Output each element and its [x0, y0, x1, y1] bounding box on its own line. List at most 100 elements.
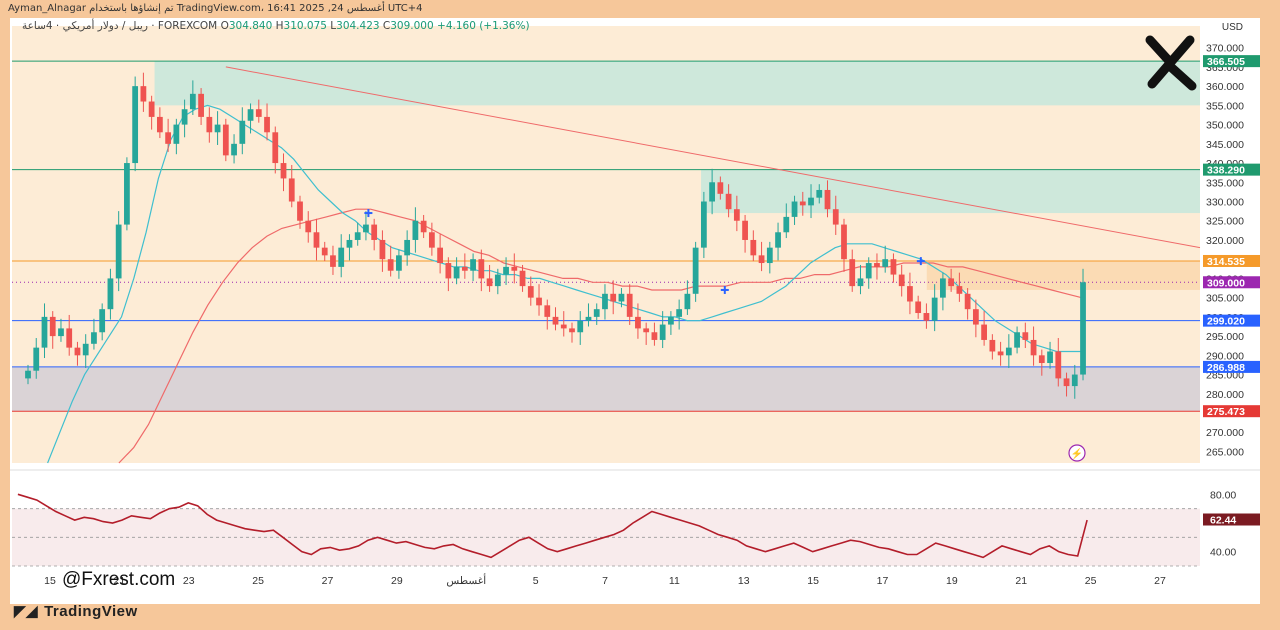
candle-body — [404, 239, 411, 256]
candle-body — [668, 316, 674, 325]
candle-body — [82, 343, 89, 356]
x-tick-label: 27 — [1154, 575, 1166, 587]
candle-body — [882, 259, 889, 267]
candle-body — [1022, 332, 1029, 340]
price-label-text: 299.020 — [1207, 316, 1245, 328]
y-tick-label: 355.000 — [1206, 100, 1244, 112]
candle-body — [536, 297, 542, 306]
candle-body — [148, 101, 155, 117]
candle-body — [725, 193, 732, 210]
candle-body — [626, 293, 633, 317]
candle-body — [676, 309, 683, 317]
candle-body — [387, 259, 394, 271]
candle-body — [247, 109, 254, 121]
candle-body — [948, 278, 955, 287]
candle-body — [25, 370, 31, 379]
candle-body — [816, 189, 823, 198]
candle-body — [255, 109, 262, 117]
x-tick-label: 23 — [183, 575, 195, 587]
candle-body — [931, 297, 938, 321]
candle-body — [560, 324, 567, 329]
candle-body — [354, 232, 361, 240]
candle-body — [181, 109, 188, 125]
y-tick-label: 345.000 — [1206, 139, 1244, 151]
candle-body — [305, 220, 312, 233]
candle-body — [264, 116, 270, 133]
rsi-line — [17, 493, 1088, 559]
candle-body — [552, 316, 559, 325]
tradingview-logo-icon: ◤◢ — [14, 603, 39, 620]
candle-body — [981, 324, 987, 340]
candle-body — [272, 132, 279, 164]
candle-body — [758, 255, 765, 264]
candle-body — [824, 189, 831, 210]
change-value: +4.160 (+1.36%) — [437, 20, 530, 32]
y-tick-label: 305.000 — [1206, 293, 1244, 305]
candle-body — [643, 328, 650, 333]
candle-body — [1014, 332, 1020, 348]
x-tick-label: 21 — [1015, 575, 1027, 587]
high-label: H — [275, 20, 284, 32]
candle-body — [841, 224, 847, 260]
y-tick-label: 370.000 — [1206, 43, 1244, 55]
x-tick-label: أغسطس — [446, 573, 486, 587]
candle-body — [189, 93, 196, 110]
lightning-icon: ⚡ — [1071, 447, 1083, 460]
fast-ma-line — [47, 104, 1082, 464]
candle-body — [494, 274, 501, 287]
price-label-box — [1203, 360, 1261, 373]
price-label-text: 338.290 — [1207, 165, 1245, 177]
candle-body — [890, 259, 897, 275]
currency-label: USD — [1222, 22, 1243, 33]
candle-body — [363, 224, 369, 233]
candle-body — [206, 116, 213, 133]
price-label-box — [1203, 163, 1261, 176]
candle-body — [1047, 351, 1053, 364]
low-label: L — [330, 20, 337, 32]
candle-body — [437, 247, 444, 264]
zone-upper-supply — [154, 61, 1200, 106]
candle-body — [1080, 282, 1086, 375]
x-tick-label: 27 — [322, 575, 334, 587]
candle-body — [330, 255, 336, 267]
price-label-text: 366.505 — [1207, 56, 1245, 68]
x-tick-label: 19 — [946, 575, 958, 587]
logo-x-icon — [1145, 35, 1197, 91]
candle-body — [396, 255, 402, 271]
candle-body — [898, 274, 905, 287]
y-tick-label: 335.000 — [1206, 177, 1244, 189]
candle-body — [849, 259, 856, 287]
candle-body — [635, 316, 641, 329]
price-label-text: 314.535 — [1207, 256, 1245, 268]
candle-body — [214, 124, 221, 133]
candle-body — [379, 239, 386, 260]
candle-body — [66, 328, 73, 348]
candle-body — [41, 316, 48, 348]
open-value: 304.840 — [228, 20, 273, 32]
candle-body — [651, 332, 658, 340]
chart-frame[interactable]: ⚡ USD 370.000 365.000 360.000 355.000 350.000 3… — [10, 18, 1261, 604]
candle-body — [602, 293, 608, 310]
candle-body — [775, 232, 781, 248]
x-tick-label: 11 — [669, 575, 680, 587]
watermark-text: @Fxrest.com — [62, 569, 176, 590]
candle-body — [173, 124, 180, 144]
price-chart[interactable]: ⚡USD370.000365.000360.000355.000350.0003… — [10, 18, 1261, 604]
y-tick-label: 350.000 — [1206, 120, 1244, 132]
candle-body — [461, 266, 468, 271]
candle-body — [231, 143, 237, 156]
rsi-current-box — [1203, 513, 1261, 526]
x-tick-label: 5 — [533, 575, 539, 587]
candle-body — [832, 209, 839, 225]
open-label: O — [220, 20, 229, 32]
candle-body — [709, 182, 715, 202]
candle-body — [717, 182, 724, 194]
rsi-tick-label: 40.00 — [1210, 547, 1236, 559]
candle-body — [470, 259, 476, 271]
candle-body — [783, 216, 790, 233]
candle-body — [338, 247, 345, 267]
close-label: C — [382, 20, 391, 32]
x-tick-label: 7 — [602, 575, 608, 587]
symbol-info: ريبل / دولار أمريكي · 4ساعة · FOREXCOM O… — [22, 20, 530, 32]
candle-body — [478, 259, 485, 279]
